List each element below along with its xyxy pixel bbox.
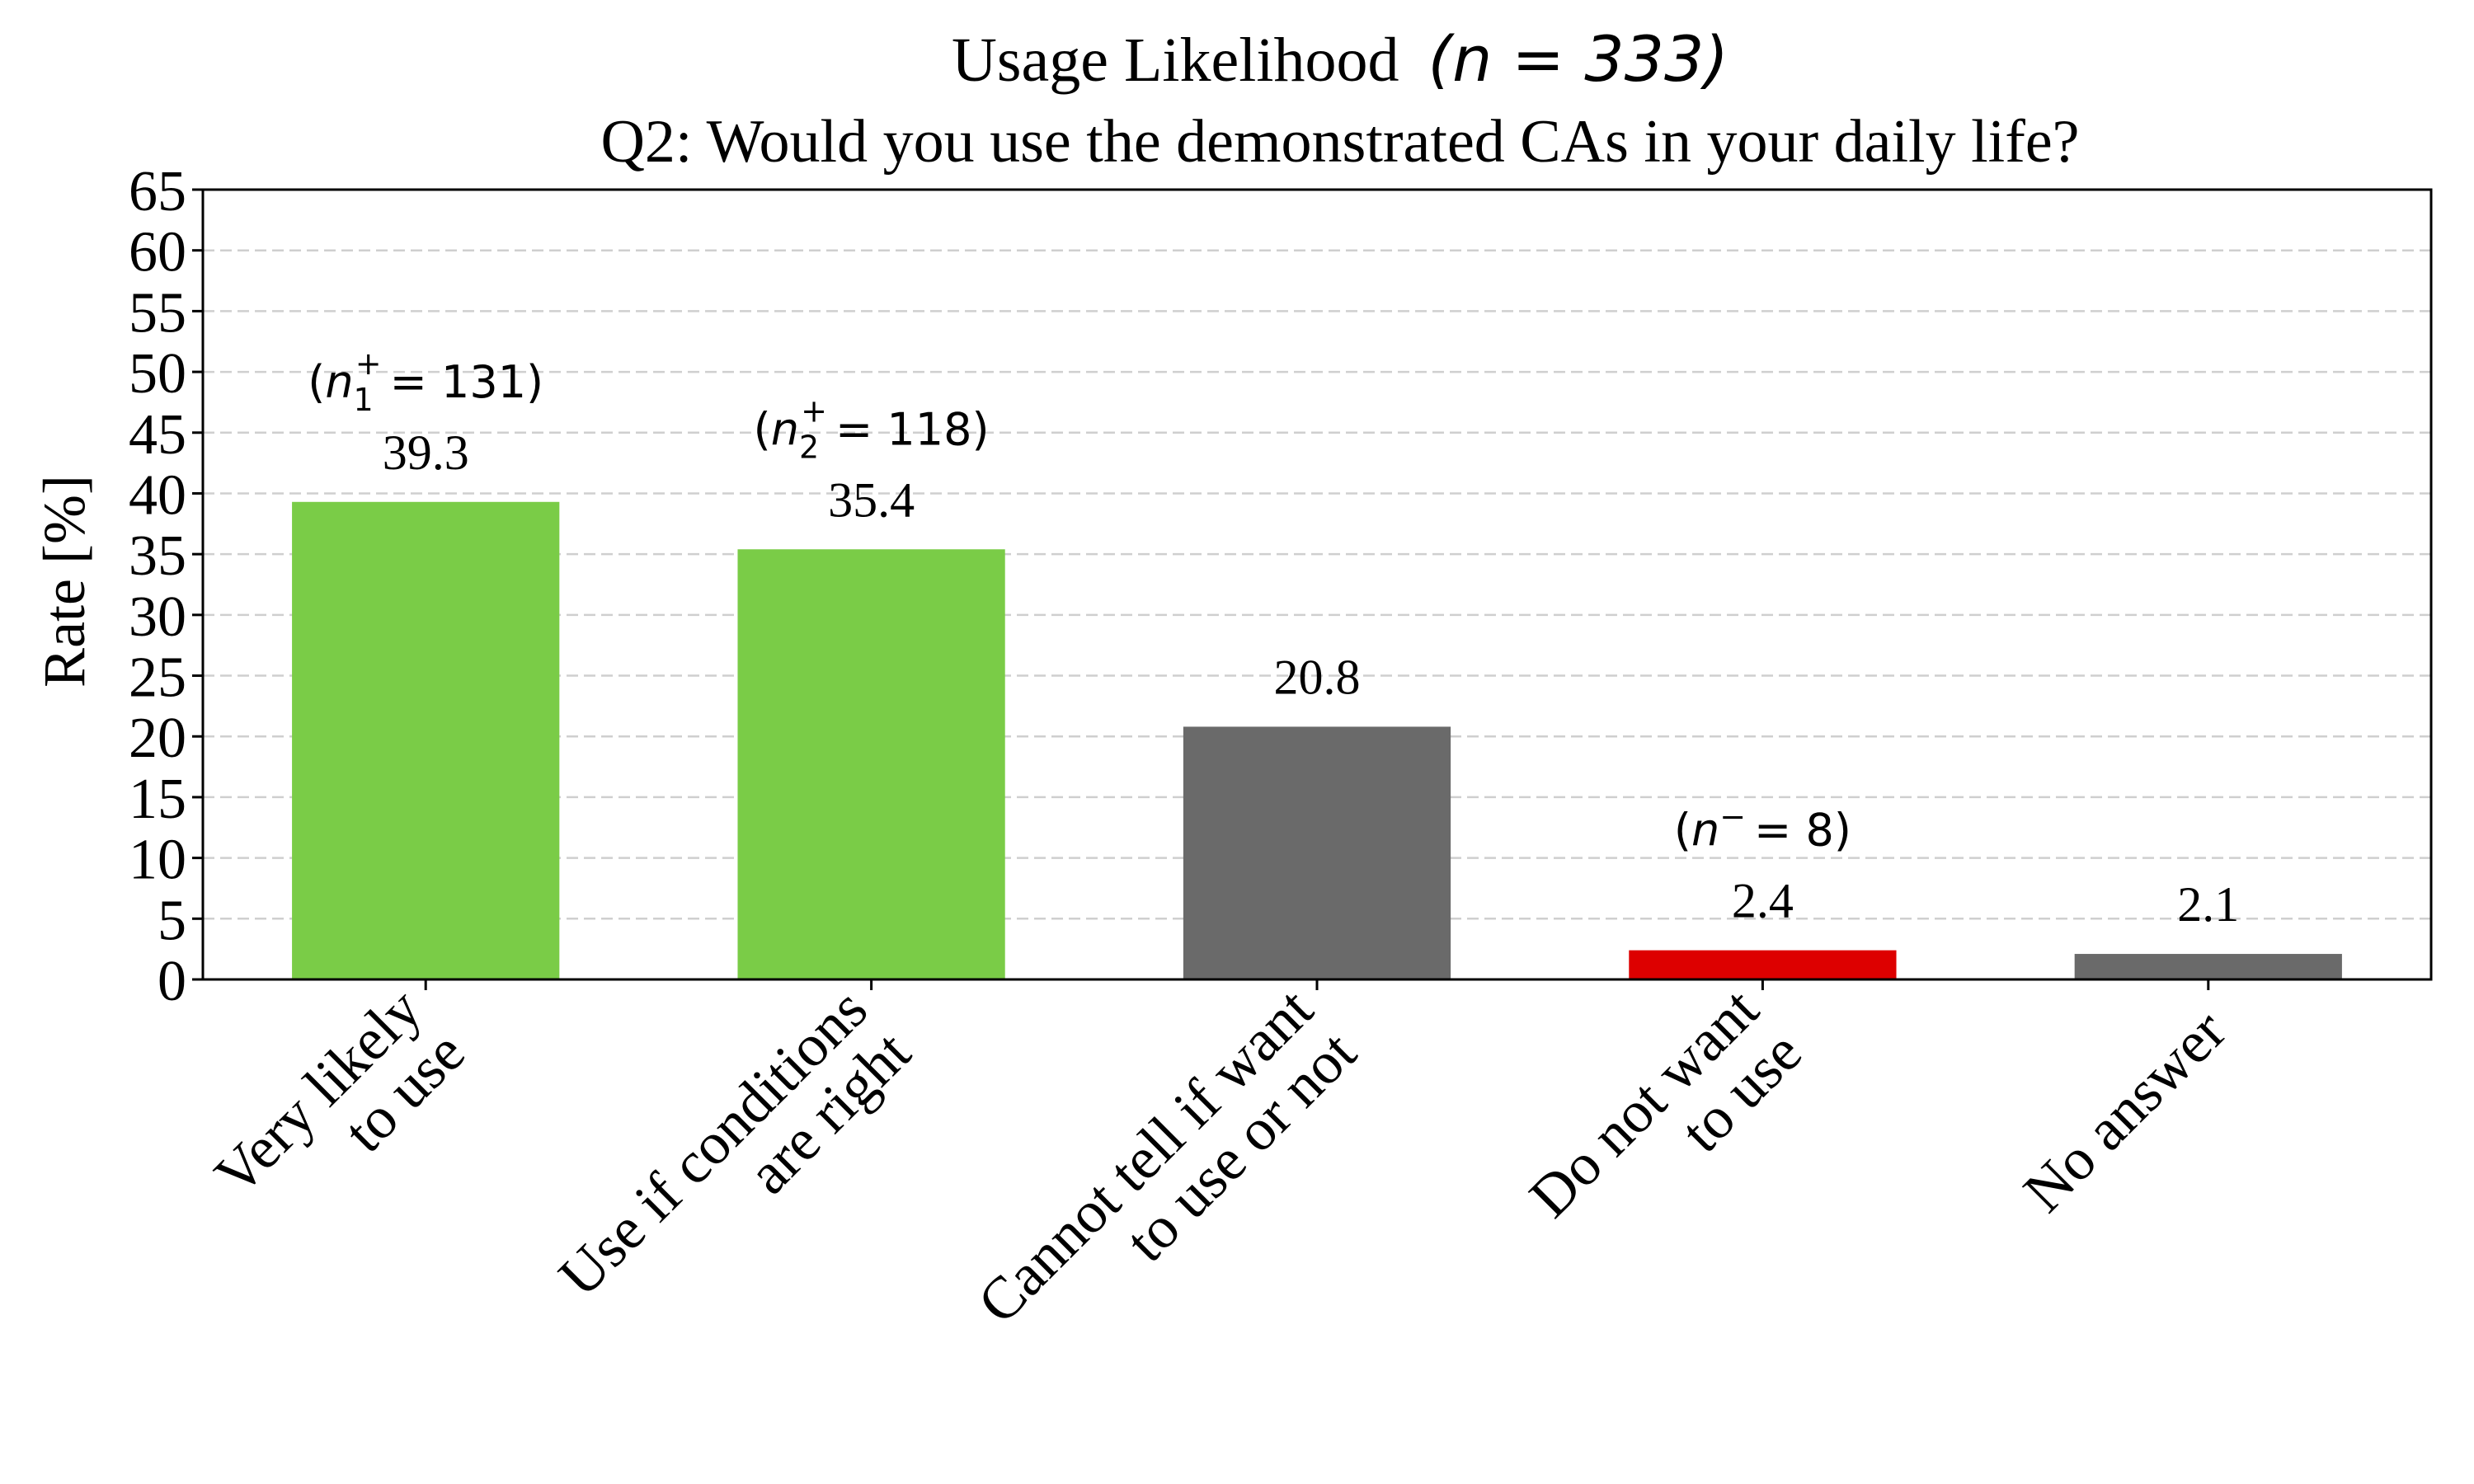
y-tick-label: 45 [129,403,186,467]
grid-lines [203,249,2431,920]
y-tick-label: 10 [129,829,186,892]
chart-subtitle: Q2: Would you use the demonstrated CAs i… [600,108,2079,176]
data-label: 20.8 [1274,650,1361,704]
y-tick-label: 35 [129,524,186,588]
y-tick-label: 25 [129,646,186,710]
count-annotation: (n− = 8) [1674,799,1851,857]
y-tick-label: 20 [129,707,186,770]
x-tick-label: Do not wantto use [1517,976,1814,1274]
x-tick-label: Cannot tell if wantto use or not [965,976,1368,1379]
chart-title: Usage Likelihood (n = 333) Q2: Would you… [600,22,2079,176]
bar [2074,954,2342,979]
bar [292,501,560,979]
x-tick-label: Use if conditionsare right [546,976,923,1353]
y-tick-label: 55 [129,281,186,345]
title-n: (n = 333) [1427,22,1729,96]
y-tick-label: 60 [129,221,186,284]
data-label: 2.4 [1732,874,1794,928]
data-label: 2.1 [2177,877,2239,932]
title-text: Usage Likelihood [952,26,1399,95]
svg-text:Usage Likelihood (n = 33: Usage Likelihood (n = 333) [952,22,1729,96]
data-label: 39.3 [383,425,469,480]
y-tick-label: 0 [158,950,186,1013]
plot-frame [201,188,2433,981]
y-tick-label: 50 [129,342,186,406]
data-label: 35.4 [828,472,915,527]
bar [1183,726,1451,979]
bar [1629,950,1897,979]
y-tick-label: 15 [129,768,186,831]
bars [292,501,2342,979]
y-tick-label: 30 [129,585,186,649]
count-annotation: (n1+ = 131) [308,345,543,418]
axes [192,188,2433,990]
x-tick-label: No answer [2011,998,2238,1225]
y-tick-label: 40 [129,463,186,527]
bar [737,549,1005,979]
y-axis-label: Rate [%] [31,475,97,688]
y-tick-label: 65 [129,160,186,223]
y-tick-label: 5 [158,889,186,952]
count-annotation: (n2+ = 118) [754,392,990,465]
x-tick-label: Very likelyto use [202,976,477,1252]
